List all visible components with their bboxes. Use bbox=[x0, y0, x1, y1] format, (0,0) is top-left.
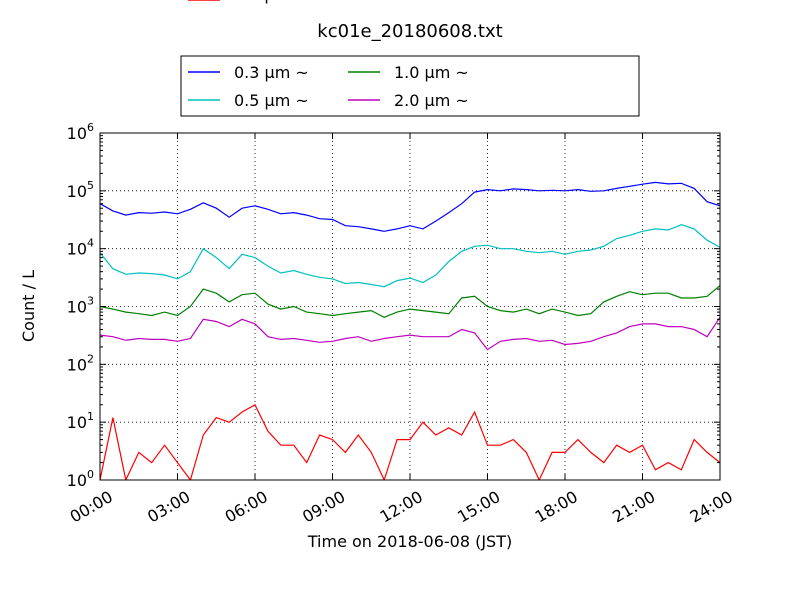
y-tick-labels: 100 101 102 103 104 105 106 bbox=[67, 121, 94, 490]
y-tick-label: 106 bbox=[67, 121, 94, 143]
legend-entry: 0.5 μm ~ bbox=[234, 91, 309, 110]
x-axis-label: Time on 2018-06-08 (JST) bbox=[307, 532, 512, 551]
legend: 0.3 μm ~ 0.5 μm ~ 1.0 μm ~ 2.0 μm ~ 5.0 μm ~ bbox=[180, 0, 640, 117]
y-tick-label: 101 bbox=[67, 410, 94, 432]
x-tick-label: 09:00 bbox=[299, 487, 348, 527]
y-tick-label: 105 bbox=[67, 179, 94, 201]
x-tick-label: 15:00 bbox=[454, 487, 503, 527]
series-line-2 bbox=[100, 224, 720, 288]
chart-title: kc01e_20180608.txt bbox=[317, 21, 502, 42]
y-tick-label: 102 bbox=[67, 352, 94, 374]
legend-entry: 1.0 μm ~ bbox=[394, 63, 469, 82]
y-axis-label: Count / L bbox=[19, 270, 38, 342]
ticks bbox=[99, 132, 721, 481]
series-line-3 bbox=[100, 285, 720, 318]
x-tick-label: 00:00 bbox=[67, 487, 116, 527]
x-tick-labels: 00:00 03:00 06:00 09:00 12:00 15:00 18:00 21:00… bbox=[67, 487, 736, 527]
y-tick-label: 104 bbox=[67, 237, 94, 259]
grid bbox=[100, 133, 720, 480]
series-line-5 bbox=[100, 403, 720, 480]
series-line-1 bbox=[100, 181, 720, 232]
x-tick-label: 06:00 bbox=[222, 487, 271, 527]
y-tick-label: 100 bbox=[67, 468, 94, 490]
y-tick-label: 103 bbox=[67, 295, 94, 317]
x-tick-label: 03:00 bbox=[144, 487, 193, 527]
x-tick-label: 21:00 bbox=[609, 487, 658, 527]
x-tick-label: 24:00 bbox=[687, 487, 736, 527]
x-tick-label: 18:00 bbox=[532, 487, 581, 527]
legend-entry: 0.3 μm ~ bbox=[234, 63, 309, 82]
legend-entry: 2.0 μm ~ bbox=[394, 91, 469, 110]
series-line-4 bbox=[100, 316, 720, 351]
legend-entry: 5.0 μm ~ bbox=[234, 0, 309, 4]
x-tick-label: 12:00 bbox=[377, 487, 426, 527]
series-layer bbox=[100, 181, 720, 480]
legend-box bbox=[180, 55, 640, 117]
